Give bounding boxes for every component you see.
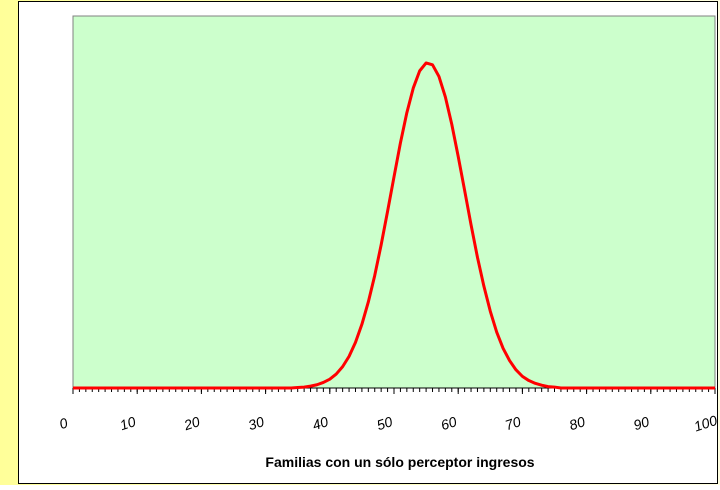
x-tick-label: 100 bbox=[692, 412, 719, 435]
x-tick-label: 80 bbox=[567, 413, 587, 433]
x-tick-label: 30 bbox=[246, 413, 266, 433]
plot-area bbox=[72, 15, 716, 389]
x-axis-label: Familias con un sólo perceptor ingresos bbox=[265, 454, 534, 470]
x-tick-label: 50 bbox=[375, 413, 395, 433]
data-line bbox=[73, 61, 715, 390]
x-tick-label: 70 bbox=[503, 413, 523, 433]
x-tick-label: 20 bbox=[181, 413, 202, 433]
x-tick-label: 60 bbox=[439, 413, 459, 433]
x-tick-label: 40 bbox=[310, 413, 330, 433]
x-tick-label: 90 bbox=[631, 413, 651, 433]
x-tick-label: 10 bbox=[118, 413, 138, 433]
